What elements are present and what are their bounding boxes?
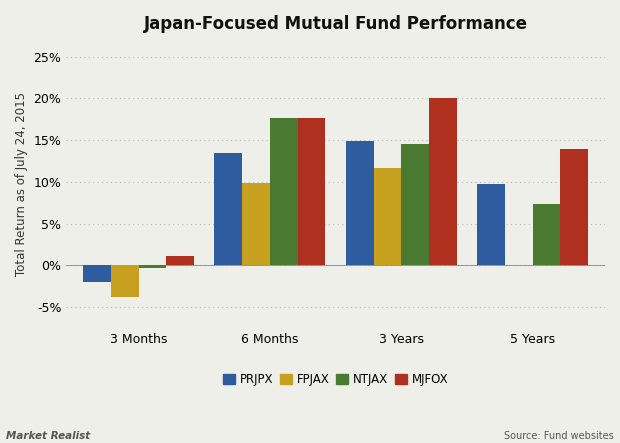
Bar — [111, 265, 138, 297]
Legend: PRJPX, FPJAX, NTJAX, MJFOX: PRJPX, FPJAX, NTJAX, MJFOX — [218, 368, 453, 391]
Bar — [429, 98, 457, 265]
Bar — [166, 256, 194, 265]
Bar — [83, 265, 111, 282]
Bar — [477, 184, 505, 265]
Bar — [401, 144, 429, 265]
Text: Source: Fund websites: Source: Fund websites — [504, 431, 614, 441]
Bar — [374, 167, 401, 265]
Y-axis label: Total Return as of July 24, 2015: Total Return as of July 24, 2015 — [15, 92, 28, 276]
Bar — [242, 183, 270, 265]
Bar — [533, 203, 560, 265]
Bar — [560, 149, 588, 265]
Bar — [298, 118, 326, 265]
Bar — [346, 141, 374, 265]
Text: Market Realist: Market Realist — [6, 431, 91, 441]
Bar — [270, 118, 298, 265]
Title: Japan-Focused Mutual Fund Performance: Japan-Focused Mutual Fund Performance — [144, 15, 528, 33]
Bar — [138, 265, 166, 268]
Bar — [215, 153, 242, 265]
